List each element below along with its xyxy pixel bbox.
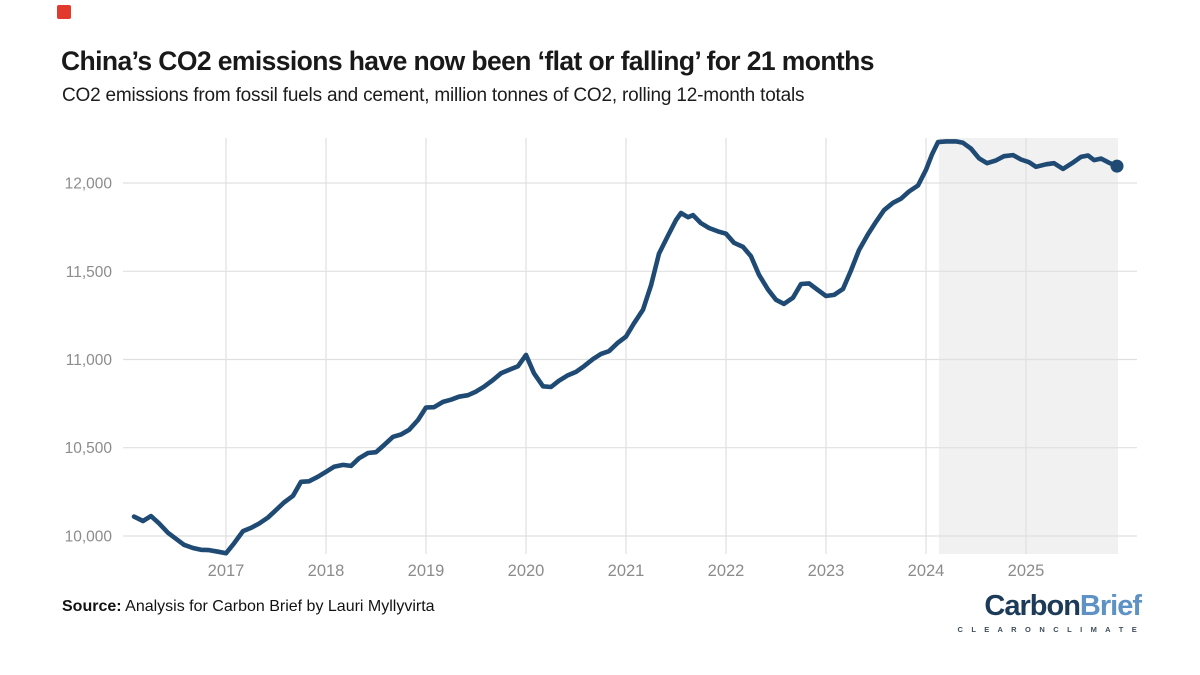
y-tick-label: 10,500	[65, 440, 113, 457]
carbonbrief-wordmark: CarbonBrief	[957, 590, 1142, 622]
x-tick-label: 2019	[408, 562, 445, 580]
emissions-line	[131, 139, 1120, 556]
shade-rect	[939, 138, 1118, 554]
forecast-shade-region	[939, 138, 1118, 554]
emissions-series-line	[131, 139, 1124, 556]
x-tick-label: 2017	[208, 562, 245, 580]
carbonbrief-logo: CarbonBrief C L E A R O N C L I M A T E	[957, 590, 1142, 635]
x-tick-label: 2021	[608, 562, 645, 580]
chart-title: China’s CO2 emissions have now been ‘fla…	[61, 46, 874, 76]
logo-tagline: C L E A R O N C L I M A T E	[957, 625, 1140, 634]
x-tick-label: 2025	[1008, 562, 1045, 580]
y-axis-tick-labels: 10,000 10,500 11,000 11,500 12,000	[65, 176, 113, 546]
chart-subtitle: CO2 emissions from fossil fuels and ceme…	[62, 85, 805, 106]
latest-point-dot	[1110, 159, 1124, 173]
logo-brief-text: Brief	[1079, 590, 1142, 622]
x-tick-label: 2022	[708, 562, 745, 580]
source-note: Source: Analysis for Carbon Brief by Lau…	[62, 598, 435, 616]
gridlines	[123, 138, 1137, 554]
source-label: Source:	[62, 598, 122, 615]
x-tick-label: 2020	[508, 562, 545, 580]
y-tick-label: 12,000	[65, 176, 113, 193]
x-axis-tick-labels: 2017 2018 2019 2020 2021 2022 2023 2024 2025	[208, 562, 1045, 580]
x-tick-label: 2018	[308, 562, 345, 580]
logo-carbon-text: Carbon	[984, 590, 1080, 622]
y-tick-label: 10,000	[65, 529, 113, 546]
y-tick-label: 11,500	[66, 264, 113, 281]
x-tick-label: 2024	[908, 562, 945, 580]
x-tick-label: 2023	[808, 562, 845, 580]
red-square-marker	[57, 5, 71, 19]
y-tick-label: 11,000	[66, 352, 113, 369]
source-text: Analysis for Carbon Brief by Lauri Mylly…	[121, 598, 435, 615]
